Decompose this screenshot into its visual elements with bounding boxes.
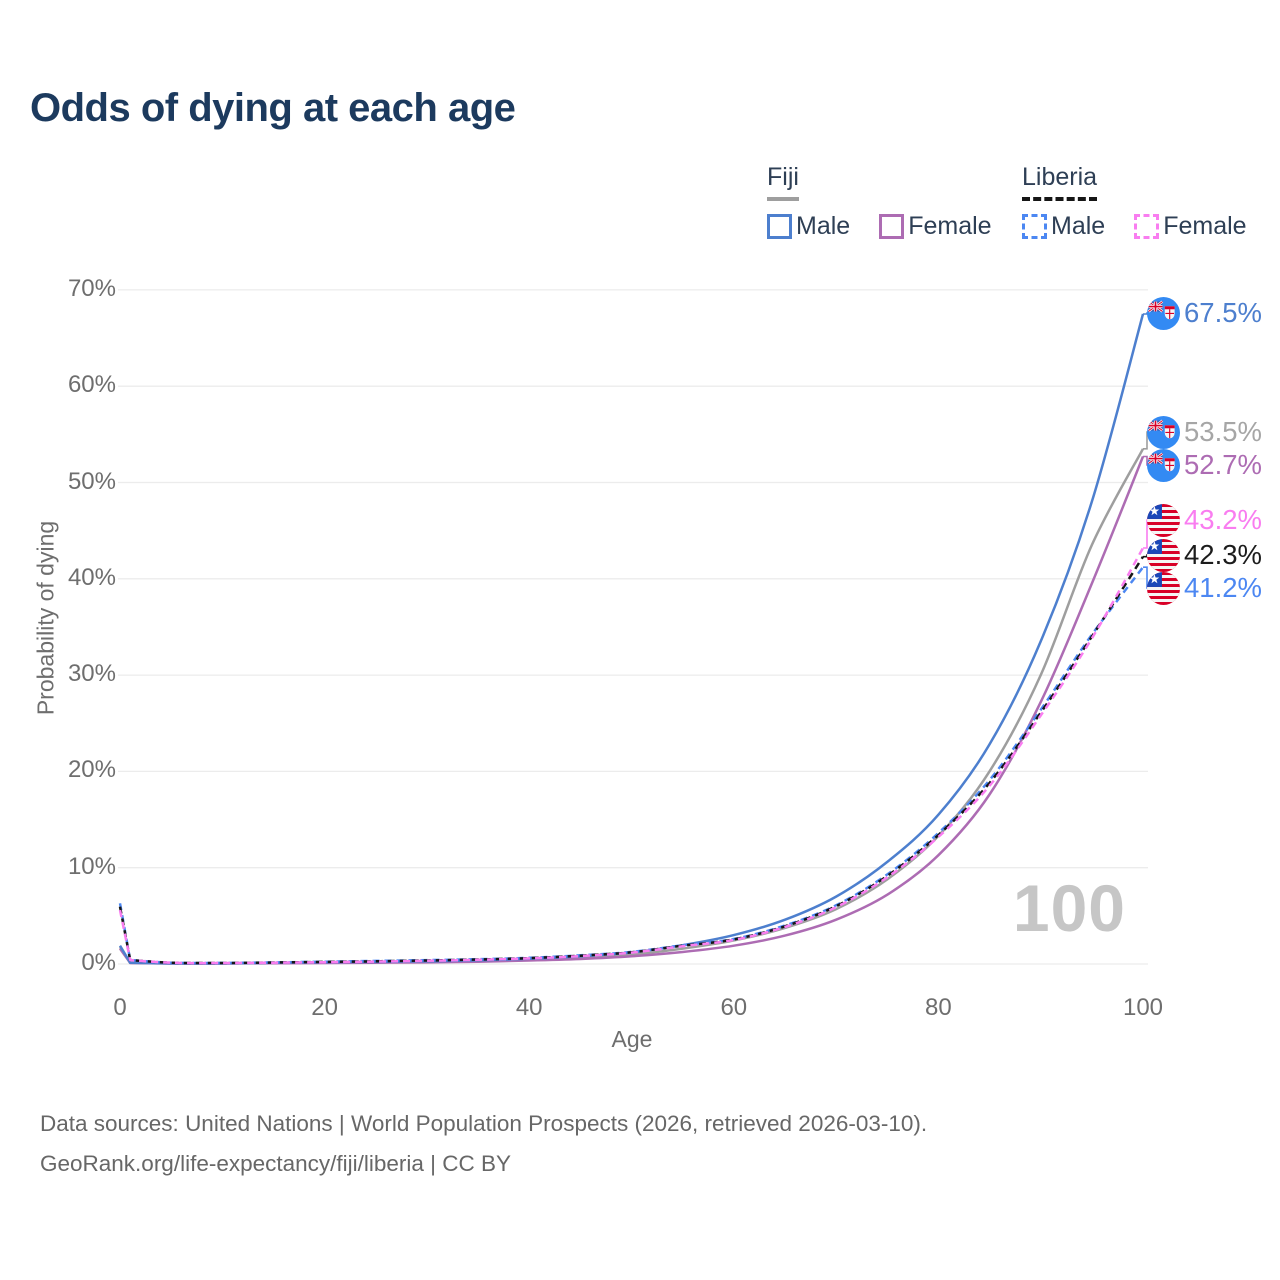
legend-swatch-fiji-female[interactable] [879,214,905,239]
source-note: Data sources: United Nations | World Pop… [40,1104,927,1184]
y-tick-60pct: 60% [67,371,116,399]
x-axis-title: Age [611,1026,653,1052]
source-line-1: Data sources: United Nations | World Pop… [40,1111,928,1136]
legend-label-liberia-female[interactable]: Female [1163,212,1247,240]
legend-group-liberia: Liberia Male Female [1022,163,1276,241]
fiji-flag-icon [1147,448,1180,482]
y-tick-70pct: 70% [67,274,116,302]
liberia-flag-icon [1147,571,1180,605]
end-label-value: 43.2% [1184,504,1262,535]
x-tick-80: 80 [925,994,952,1021]
end-label-value: 53.5% [1184,416,1262,447]
end-label-liberia-male: 41.2% [1147,571,1262,605]
legend-label-fiji-male[interactable]: Male [796,212,851,240]
legend-label-fiji-female[interactable]: Female [908,212,992,240]
legend-group-fiji: Fiji Male Female [767,163,1021,241]
legend-label-liberia-male[interactable]: Male [1051,212,1106,240]
end-label-liberia-female: 43.2% [1147,503,1262,537]
y-axis-title: Probability of dying [32,520,59,716]
y-tick-50pct: 50% [67,467,116,495]
legend-country-fiji[interactable]: Fiji [767,163,799,201]
liberia-flag-icon [1147,538,1180,572]
end-label-value: 67.5% [1184,297,1262,328]
page-title: Odds of dying at each age [30,86,516,130]
end-label-value: 42.3% [1184,539,1262,570]
y-tick-30pct: 30% [67,660,116,688]
legend-swatch-liberia-female[interactable] [1134,214,1160,239]
end-label-fiji-total: 53.5% [1147,415,1262,449]
source-line-2: GeoRank.org/life-expectancy/fiji/liberia… [40,1151,512,1176]
y-tick-40pct: 40% [67,563,116,591]
legend: Fiji Male Female Liberia Male Female [767,163,1280,243]
line-liberia-total[interactable] [118,556,1145,965]
fiji-flag-icon [1147,296,1180,330]
end-label-fiji-male: 67.5% [1147,296,1262,330]
y-tick-0pct: 0% [81,949,116,976]
legend-swatch-liberia-male[interactable] [1022,214,1047,239]
x-tick-20: 20 [311,994,338,1021]
legend-country-liberia[interactable]: Liberia [1022,163,1098,201]
x-tick-60: 60 [720,994,748,1021]
y-tick-10pct: 10% [67,852,116,880]
age-watermark: 100 [1012,871,1126,945]
end-label-liberia-total: 42.3% [1147,538,1262,572]
line-liberia-male[interactable] [118,566,1144,965]
x-tick-40: 40 [515,994,543,1021]
end-label-fiji-female: 52.7% [1147,448,1262,482]
liberia-flag-icon [1147,503,1180,537]
line-fiji-male[interactable] [118,313,1145,965]
x-tick-0: 0 [113,994,127,1021]
legend-swatch-fiji-male[interactable] [767,214,792,239]
fiji-flag-icon [1147,415,1180,449]
end-label-value: 41.2% [1184,572,1262,603]
end-label-value: 52.7% [1184,449,1262,480]
y-tick-20pct: 20% [67,756,116,784]
x-tick-100: 100 [1122,994,1164,1021]
